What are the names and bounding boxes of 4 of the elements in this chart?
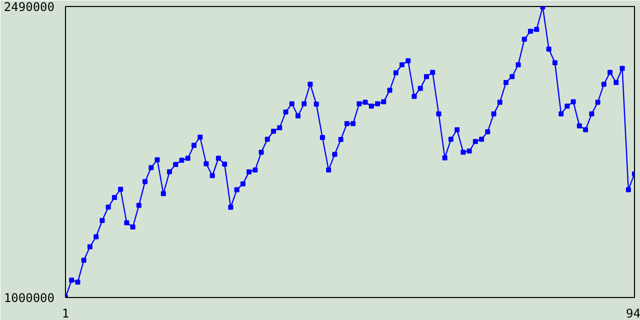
y-tick-label: 2490000 [4, 0, 55, 14]
x-tick-label: 1 [62, 306, 70, 320]
x-tick-label: 94 [626, 306, 640, 320]
y-tick-label: 1000000 [4, 291, 55, 305]
